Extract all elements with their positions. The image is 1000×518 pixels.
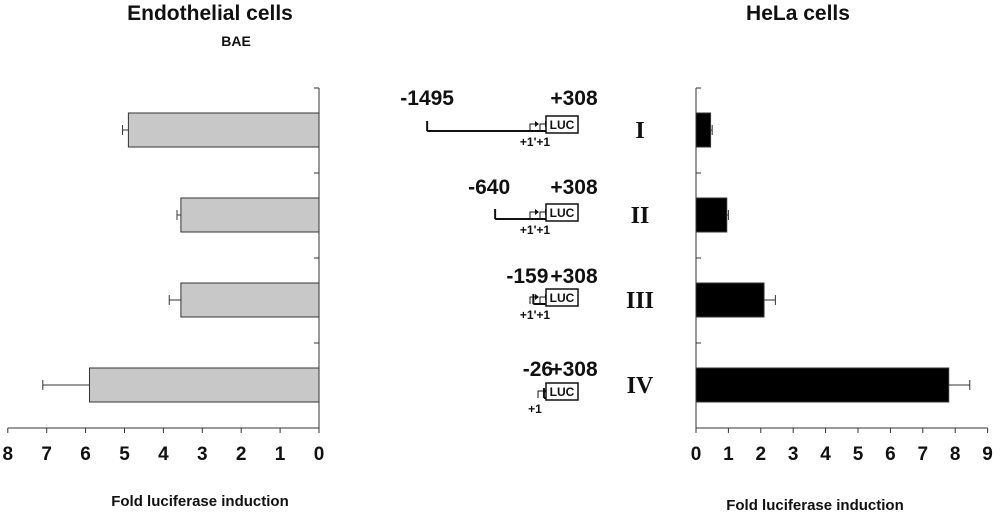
construct-numeral: II [631, 203, 650, 229]
tss-label: +1'+1 [520, 308, 551, 322]
x-tick-label: 0 [691, 444, 702, 465]
construct-end-label: +308 [550, 87, 598, 110]
tss-arrow [529, 296, 536, 304]
luc-label: LUC [550, 206, 575, 220]
x-tick-label: 3 [197, 444, 208, 465]
x-tick-label: 5 [119, 444, 130, 465]
construct-numeral: IV [627, 373, 654, 399]
tss-arrow [529, 211, 536, 219]
right-chart-xlabel: Fold luciferase induction [726, 497, 904, 514]
left-bar-chart: 0 1 2 3 4 5 6 7 8 [3, 87, 325, 465]
construct-numeral: III [626, 288, 654, 314]
bar-III [695, 282, 765, 318]
bar-II [695, 197, 728, 233]
bar-IV [695, 367, 950, 403]
x-tick-label: 3 [788, 444, 799, 465]
x-tick-label: 2 [756, 444, 767, 465]
x-tick-label: 4 [158, 444, 169, 465]
tss-arrow [539, 123, 546, 131]
x-tick-label: 2 [236, 444, 247, 465]
tss-label: +1'+1 [520, 223, 551, 237]
bar-IV [88, 367, 320, 403]
x-tick-label: 1 [275, 444, 286, 465]
construct-start-label: -640 [468, 176, 510, 199]
x-tick-label: 4 [820, 444, 831, 465]
construct-end-label: +308 [550, 265, 598, 288]
x-tick-label: 7 [41, 444, 52, 465]
x-tick-label: 8 [950, 444, 961, 465]
tss-arrow [539, 296, 546, 304]
luc-label: LUC [550, 385, 575, 399]
left-chart-title: Endothelial cells [127, 2, 293, 25]
x-tick-label: 1 [723, 444, 734, 465]
construct-start-label: -1495 [400, 87, 454, 110]
luc-box [545, 115, 579, 134]
x-tick-label: 9 [982, 444, 993, 465]
x-tick-label: 7 [918, 444, 929, 465]
tss-arrowhead [535, 209, 539, 215]
tss-arrow [537, 390, 544, 398]
construct-end-label: +308 [550, 176, 598, 199]
construct-end-label: +308 [550, 358, 598, 381]
left-chart-xlabel: Fold luciferase induction [111, 493, 289, 510]
x-tick-label: 6 [80, 444, 91, 465]
x-tick-label: 8 [3, 444, 14, 465]
construct-start-label: -26 [523, 358, 553, 381]
tss-arrowhead [535, 121, 539, 127]
luc-label: LUC [550, 291, 575, 305]
right-chart-title: HeLa cells [746, 2, 850, 25]
luc-box [545, 288, 579, 307]
x-tick-label: 6 [885, 444, 896, 465]
luc-box [545, 203, 579, 222]
bar-III [180, 282, 320, 318]
luc-box [545, 382, 579, 401]
tss-arrow [529, 123, 536, 131]
left-chart-subtitle: BAE [221, 33, 251, 49]
x-tick-label: 0 [314, 444, 325, 465]
tss-label: +1'+1 [520, 135, 551, 149]
luc-label: LUC [550, 118, 575, 132]
tss-arrow [539, 211, 546, 219]
tss-arrowhead [535, 294, 539, 300]
construct-start-label: -159 [506, 265, 548, 288]
x-tick-label: 5 [853, 444, 864, 465]
bar-I [127, 112, 320, 148]
tss-label: +1 [528, 402, 542, 416]
bar-I [695, 112, 712, 148]
construct-numeral: I [635, 118, 644, 144]
promoter-constructs: -1495 +308 LUC +1'+1 I -640 +308 LUC +1'+1 II -159… [400, 87, 654, 416]
tss-arrowhead [543, 388, 547, 394]
bar-II [180, 197, 320, 233]
